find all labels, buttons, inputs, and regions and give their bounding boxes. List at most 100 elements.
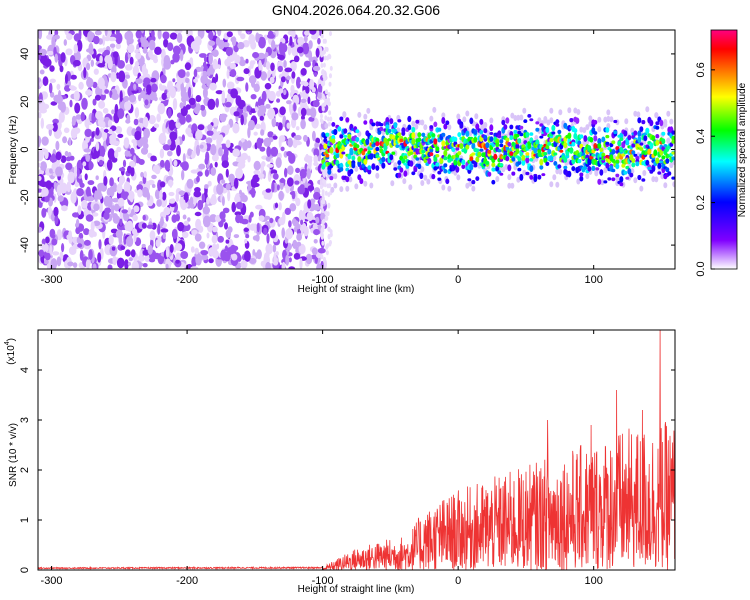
spectrogram-band-cell [417, 137, 422, 143]
spectrogram-noise-cell [49, 244, 53, 257]
spectrogram-band-cell [461, 164, 466, 170]
spectrogram-noise-cell [106, 159, 113, 171]
spectrogram-noise-cell [98, 239, 102, 250]
spectrogram-noise-cell [225, 139, 231, 148]
spectrogram-noise-cell [199, 144, 204, 149]
spectrogram-noise-cell [180, 106, 188, 117]
spectrogram-noise-cell [180, 251, 189, 259]
spectrogram-noise-cell [104, 30, 108, 37]
colorbar-tick-label: 0.4 [695, 129, 707, 144]
spectrogram-band-cell [611, 140, 616, 145]
spectrogram-noise-cell [198, 241, 206, 249]
spectrogram-band-cell [471, 180, 476, 185]
spectrogram-noise-cell [38, 162, 41, 168]
spectrogram-noise-cell [323, 256, 326, 262]
spectrogram-noise-cell [241, 138, 245, 143]
spectrogram-band-cell [655, 157, 660, 164]
spectrogram-noise-cell [212, 58, 218, 70]
spectrogram-band-cell [637, 174, 642, 181]
spectrogram-noise-cell [267, 33, 275, 39]
spectrogram-band-halo [363, 113, 368, 120]
spectrogram-noise-cell [211, 117, 219, 127]
spectrogram-noise-cell [250, 187, 256, 198]
spectrogram-noise-cell [153, 123, 160, 129]
spectrogram-noise-cell [133, 118, 139, 126]
spectrogram-noise-cell [309, 198, 316, 204]
spectrogram-band-cell [621, 153, 626, 157]
spectrogram-noise-cell [218, 134, 224, 143]
spectrogram-noise-cell [242, 139, 249, 151]
spectrogram-noise-cell [232, 245, 239, 251]
spectrogram-band-cell [655, 125, 660, 130]
spectrogram-noise-cell [320, 232, 324, 238]
spectrogram-noise-cell [193, 78, 199, 83]
spectrogram-band-cell [619, 182, 624, 187]
spectrogram-noise-cell [123, 181, 131, 194]
spectrogram-noise-cell [263, 252, 268, 263]
y-tick-label: 20 [19, 96, 31, 108]
spectrogram-noise-cell [329, 73, 332, 79]
spectrogram-band-cell [387, 138, 392, 142]
spectrogram-noise-cell [125, 74, 131, 79]
spectrogram-noise-cell [245, 82, 249, 92]
spectrogram-band-halo [624, 118, 629, 125]
spectrogram-noise-cell [111, 197, 120, 203]
spectrogram-noise-cell [295, 197, 301, 207]
spectrogram-noise-cell [75, 218, 80, 228]
spectrogram-noise-cell [107, 187, 111, 196]
spectrogram-noise-cell [317, 92, 323, 99]
spectrogram-band-halo [504, 164, 509, 170]
spectrogram-noise-cell [174, 30, 183, 34]
spectrogram-noise-cell [85, 153, 91, 162]
y-tick-label: 4 [19, 367, 31, 373]
spectrogram-band-cell [445, 120, 450, 125]
spectrogram-noise-cell [125, 64, 133, 71]
snr-panel: -300 -200 -100 0 100 0 1 2 3 4 Height of straigh… [4, 329, 676, 595]
spectrogram-noise-cell [327, 226, 331, 232]
spectrogram-noise-cell [225, 168, 229, 178]
spectrogram-noise-cell [315, 137, 321, 144]
spectrogram-noise-cell [169, 131, 178, 141]
x-tick-label: -300 [41, 575, 63, 587]
spectrogram-band-cell [515, 148, 520, 155]
spectrogram-band-cell [467, 178, 472, 182]
spectrogram-noise-cell [43, 208, 47, 213]
spectrogram-band-cell [367, 165, 372, 171]
x-tick-label: -200 [176, 274, 198, 286]
spectrogram-noise-cell [291, 190, 296, 200]
spectrogram-band-cell [507, 164, 512, 172]
spectrogram-noise-cell [114, 150, 119, 159]
spectrogram-noise-cell [305, 253, 313, 265]
spectrogram-noise-cell [141, 222, 147, 229]
spectrogram-noise-cell [221, 179, 226, 184]
spectrogram-noise-cell [39, 81, 43, 88]
spectrogram-noise-cell [183, 96, 187, 108]
spectrogram-noise-cell [175, 214, 181, 222]
spectrogram-band-cell [623, 170, 628, 175]
spectrogram-noise-cell [94, 94, 101, 101]
spectrogram-noise-cell [310, 107, 317, 119]
spectrogram-noise-cell [271, 181, 275, 193]
spectrogram-noise-cell [254, 106, 259, 112]
spectrogram-noise-cell [255, 204, 263, 210]
spectrogram-band-halo [603, 116, 608, 123]
spectrogram-band-cell [645, 127, 650, 133]
spectrogram-band-cell [393, 122, 398, 129]
spectrogram-noise-cell [328, 121, 331, 127]
spectrogram-band-halo [342, 112, 347, 118]
spectrogram-band-cell [509, 131, 514, 137]
spectrogram-noise-cell [53, 206, 59, 217]
spectrogram-noise-cell [269, 76, 275, 84]
spectrogram-noise-cell [50, 101, 58, 106]
spectrogram-noise-cell [139, 249, 143, 262]
spectrogram-band-halo [576, 109, 581, 115]
spectrogram-band-cell [501, 119, 506, 126]
spectrogram-noise-cell [49, 78, 56, 84]
spectrogram-band-cell [431, 173, 436, 180]
spectrogram-band-halo [432, 106, 437, 113]
spectrogram-band-cell [387, 128, 392, 134]
spectrogram-band-cell [403, 170, 408, 177]
spectrogram-noise-cell [304, 30, 310, 36]
spectrogram-noise-cell [302, 81, 309, 87]
spectrogram-band-cell [555, 119, 560, 124]
